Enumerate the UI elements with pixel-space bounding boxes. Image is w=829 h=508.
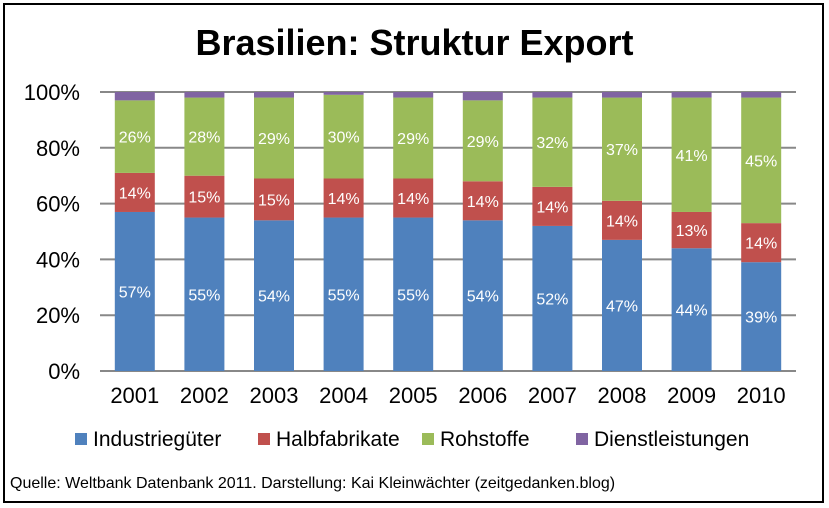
data-label: 13% xyxy=(676,223,708,240)
y-tick-label: 100% xyxy=(24,80,80,105)
data-label: 54% xyxy=(467,289,499,306)
bar-segment xyxy=(254,178,294,221)
x-tick-label: 2006 xyxy=(458,383,507,408)
data-label: 14% xyxy=(397,191,429,208)
source-note: Quelle: Weltbank Datenbank 2011. Darstel… xyxy=(10,475,616,492)
bar-segment xyxy=(254,97,294,179)
bar-segment xyxy=(462,92,503,101)
x-tick-label: 2002 xyxy=(180,383,229,408)
legend-label: Halbfabrikate xyxy=(276,428,400,451)
bar-segment xyxy=(602,239,642,371)
x-tick-label: 2003 xyxy=(250,383,299,408)
x-tick-label: 2008 xyxy=(598,383,647,408)
bar-segment xyxy=(462,220,503,371)
bar-segment xyxy=(254,220,294,371)
x-tick-label: 2010 xyxy=(737,383,786,408)
bar-segment xyxy=(462,181,503,221)
bar-segment xyxy=(532,92,573,98)
data-label: 57% xyxy=(119,284,151,301)
x-tick-label: 2001 xyxy=(110,383,159,408)
bar-segment xyxy=(741,97,782,224)
data-label: 41% xyxy=(676,148,708,165)
bar-segment xyxy=(532,225,573,371)
legend-swatch xyxy=(422,433,434,445)
y-tick-label: 0% xyxy=(48,359,80,384)
data-label: 15% xyxy=(258,192,290,209)
bar-segment xyxy=(184,92,225,98)
data-label: 15% xyxy=(188,190,220,207)
bar-segment xyxy=(114,100,155,173)
bar-segment xyxy=(532,97,573,187)
bar-segment xyxy=(184,217,225,371)
data-label: 44% xyxy=(676,303,708,320)
bar-segment xyxy=(114,211,155,371)
data-label: 55% xyxy=(397,287,429,304)
legend-label: Dienstleistungen xyxy=(594,428,749,451)
x-tick-label: 2009 xyxy=(667,383,716,408)
bar-segment xyxy=(671,211,712,249)
bar-segment xyxy=(671,97,712,212)
data-label: 30% xyxy=(328,130,360,147)
bar-segment xyxy=(393,217,434,371)
y-tick-label: 40% xyxy=(36,247,80,272)
x-tick-label: 2005 xyxy=(389,383,438,408)
bar-segment xyxy=(114,172,155,212)
bar-segment xyxy=(741,223,782,263)
legend-label: Rohstoffe xyxy=(440,428,530,451)
data-label: 55% xyxy=(328,287,360,304)
data-label: 14% xyxy=(328,191,360,208)
data-label: 39% xyxy=(745,310,777,327)
bar-segment xyxy=(323,178,364,218)
bar-segment xyxy=(323,217,364,371)
x-tick-label: 2004 xyxy=(319,383,368,408)
bar-segment xyxy=(393,92,434,98)
bar-segment xyxy=(393,97,434,179)
bar-segment xyxy=(602,92,642,98)
y-tick-label: 20% xyxy=(36,303,80,328)
chart-frame xyxy=(3,3,824,503)
bar-segment xyxy=(393,178,434,218)
bar-segment xyxy=(741,92,782,98)
bar-segment xyxy=(114,92,155,101)
data-label: 55% xyxy=(188,287,220,304)
x-tick-label: 2007 xyxy=(528,383,577,408)
data-label: 52% xyxy=(536,291,568,308)
legend-label: Industriegüter xyxy=(93,428,221,451)
legend-swatch xyxy=(75,433,87,445)
data-label: 26% xyxy=(119,130,151,147)
data-label: 14% xyxy=(745,236,777,253)
data-label: 28% xyxy=(188,130,220,147)
data-label: 14% xyxy=(119,185,151,202)
bar-segment xyxy=(323,94,364,179)
bar-segment xyxy=(184,97,225,176)
bar-segment xyxy=(184,175,225,218)
bar-segment xyxy=(323,92,364,95)
bar-segment xyxy=(741,262,782,371)
legend-swatch xyxy=(258,433,270,445)
data-label: 54% xyxy=(258,289,290,306)
data-label: 14% xyxy=(536,199,568,216)
data-label: 47% xyxy=(606,298,638,315)
bar-segment xyxy=(602,97,642,201)
data-label: 14% xyxy=(606,213,638,230)
data-label: 37% xyxy=(606,142,638,159)
chart-title: Brasilien: Struktur Export xyxy=(195,22,634,63)
data-label: 29% xyxy=(397,131,429,148)
y-tick-label: 60% xyxy=(36,192,80,217)
data-label: 32% xyxy=(536,135,568,152)
bar-segment xyxy=(254,92,294,98)
data-label: 29% xyxy=(258,131,290,148)
bar-segment xyxy=(602,200,642,240)
legend-swatch xyxy=(576,433,588,445)
y-tick-label: 80% xyxy=(36,136,80,161)
data-label: 45% xyxy=(745,153,777,170)
data-label: 14% xyxy=(467,194,499,211)
bar-segment xyxy=(671,92,712,98)
bar-segment xyxy=(671,248,712,371)
data-label: 29% xyxy=(467,134,499,151)
bar-segment xyxy=(462,100,503,182)
bar-segment xyxy=(532,186,573,226)
